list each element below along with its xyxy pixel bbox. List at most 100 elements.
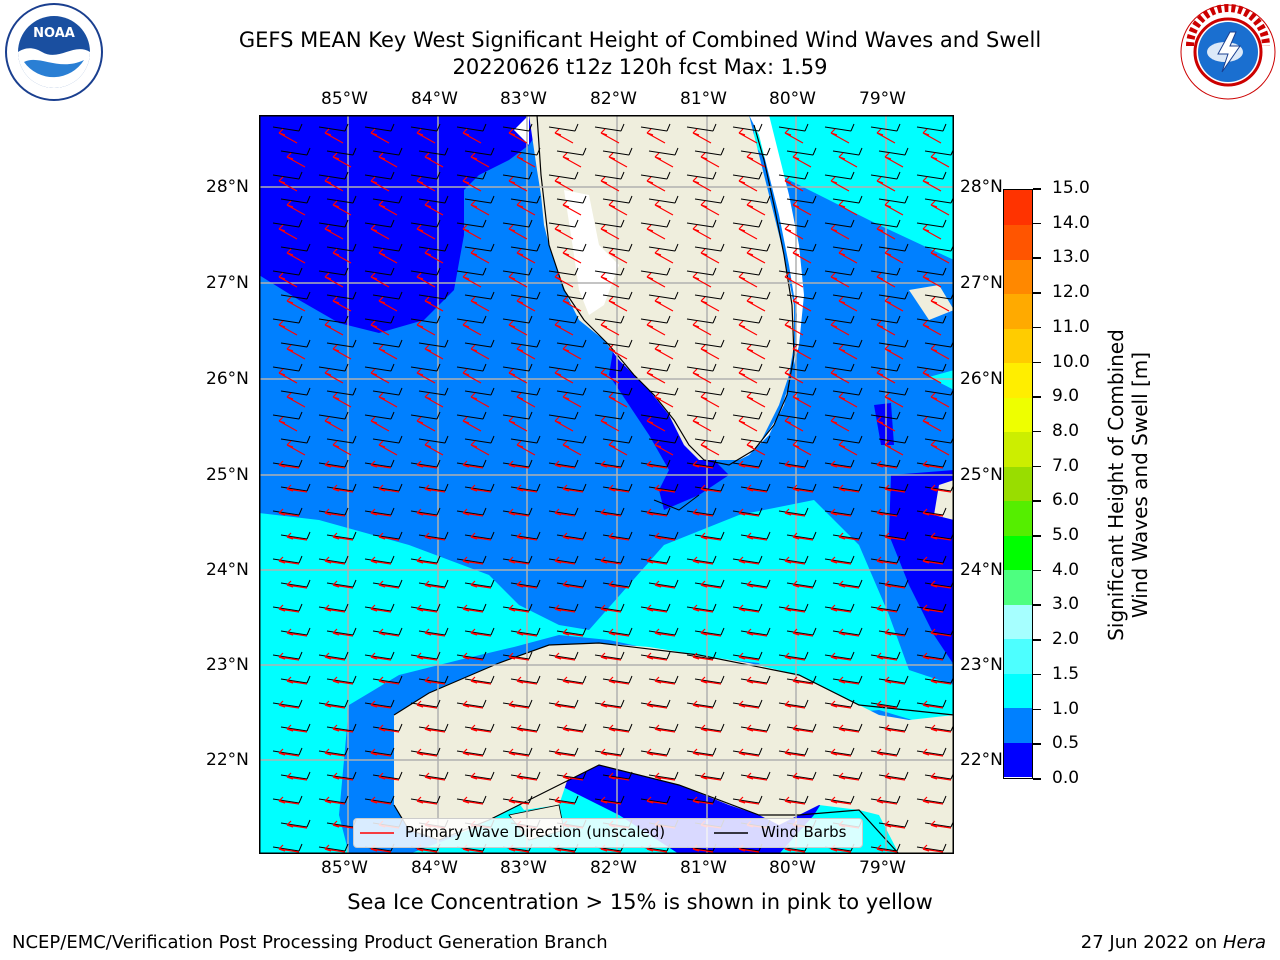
colorbar-tick-label: 2.0	[1052, 629, 1080, 650]
lon-label-bottom: 80°W	[769, 858, 816, 878]
wind-barb	[556, 771, 587, 780]
wave-arrow	[838, 296, 858, 312]
wind-barb	[824, 171, 855, 180]
wave-arrow	[792, 484, 814, 493]
wave-arrow	[830, 320, 850, 336]
wave-arrow	[600, 416, 620, 432]
wind-barb	[464, 579, 495, 588]
wind-barb	[870, 843, 901, 852]
wave-arrow	[692, 700, 714, 709]
wave-arrow	[700, 392, 720, 408]
wave-arrow	[692, 604, 714, 613]
colorbar-tick-mark	[1033, 639, 1041, 641]
wind-barb	[548, 123, 579, 132]
wave-arrow	[608, 344, 628, 360]
wave-arrow	[838, 580, 860, 589]
wave-arrow	[470, 676, 492, 685]
wave-arrow	[508, 700, 530, 709]
wave-arrow	[508, 556, 530, 565]
wave-arrow	[554, 556, 576, 565]
wind-barb	[326, 771, 357, 780]
wind-barb	[548, 171, 579, 180]
wave-arrow	[554, 128, 574, 144]
wave-arrow	[416, 272, 436, 288]
wave-arrow	[884, 580, 906, 589]
wave-arrow	[554, 176, 574, 192]
wave-arrow	[424, 152, 444, 168]
wind-barb	[418, 771, 449, 780]
wind-barb	[280, 387, 311, 396]
wind-barb	[410, 795, 441, 804]
wave-arrow	[738, 368, 758, 384]
colorbar-tick-mark	[1033, 361, 1041, 364]
wave-arrow	[462, 272, 482, 288]
wind-barb	[272, 699, 303, 708]
wind-barb	[464, 627, 495, 636]
wave-arrow	[784, 368, 804, 384]
wind-barb	[786, 483, 817, 492]
wave-arrow	[922, 368, 942, 384]
wind-barb	[694, 627, 725, 636]
wind-barb	[464, 339, 495, 348]
wave-arrow	[784, 700, 806, 709]
wave-arrow	[784, 320, 804, 336]
wave-arrow	[876, 748, 898, 757]
wind-barb	[686, 507, 717, 516]
wind-barb	[870, 747, 901, 756]
wind-barb	[832, 291, 863, 300]
wave-arrow	[876, 320, 896, 336]
wind-barb	[364, 507, 395, 516]
wind-barb	[778, 123, 809, 132]
wave-arrow	[608, 676, 630, 685]
wave-arrow	[324, 652, 346, 661]
wind-barb	[410, 267, 441, 276]
wind-barb	[372, 435, 403, 444]
wave-arrow	[424, 200, 444, 216]
wave-arrow	[738, 796, 760, 805]
wind-barb	[824, 507, 855, 516]
wind-barb	[602, 243, 633, 252]
wave-arrow	[738, 416, 758, 432]
wind-barb	[916, 459, 947, 468]
wave-arrow	[286, 820, 308, 829]
wind-barb	[456, 411, 487, 420]
wave-arrow	[738, 652, 760, 661]
wave-arrow	[692, 224, 712, 240]
wave-arrow	[746, 392, 766, 408]
wind-barb	[778, 603, 809, 612]
wind-barb	[410, 363, 441, 372]
wind-barb	[456, 795, 487, 804]
wave-arrow	[930, 344, 950, 360]
wave-arrow	[424, 676, 446, 685]
wave-arrow	[600, 796, 622, 805]
wave-arrow	[746, 440, 766, 456]
wind-barb	[732, 219, 763, 228]
wind-barb	[870, 363, 901, 372]
wind-barb	[280, 819, 311, 828]
wave-arrow	[700, 724, 722, 733]
wave-arrow	[746, 580, 768, 589]
wind-barb	[372, 243, 403, 252]
wave-arrow	[370, 176, 390, 192]
wind-barb	[502, 651, 533, 660]
wind-barb	[318, 699, 349, 708]
colorbar-band	[1004, 431, 1032, 467]
wave-arrow	[286, 152, 306, 168]
colorbar-band	[1004, 259, 1032, 295]
wave-arrow	[692, 748, 714, 757]
colorbar-tick-mark	[1033, 326, 1041, 329]
wave-arrow	[508, 128, 528, 144]
wind-barb	[694, 339, 725, 348]
wind-barb	[602, 387, 633, 396]
wave-arrow	[516, 532, 538, 541]
wave-arrow	[332, 392, 352, 408]
wave-arrow	[608, 532, 630, 541]
lon-label-bottom: 84°W	[411, 858, 458, 878]
wind-barb	[280, 147, 311, 156]
wave-arrow	[424, 344, 444, 360]
wave-arrow	[516, 248, 536, 264]
lat-label-right: 25°N	[960, 465, 1003, 485]
wind-barb	[694, 771, 725, 780]
wave-arrow	[692, 368, 712, 384]
wind-barb	[602, 723, 633, 732]
